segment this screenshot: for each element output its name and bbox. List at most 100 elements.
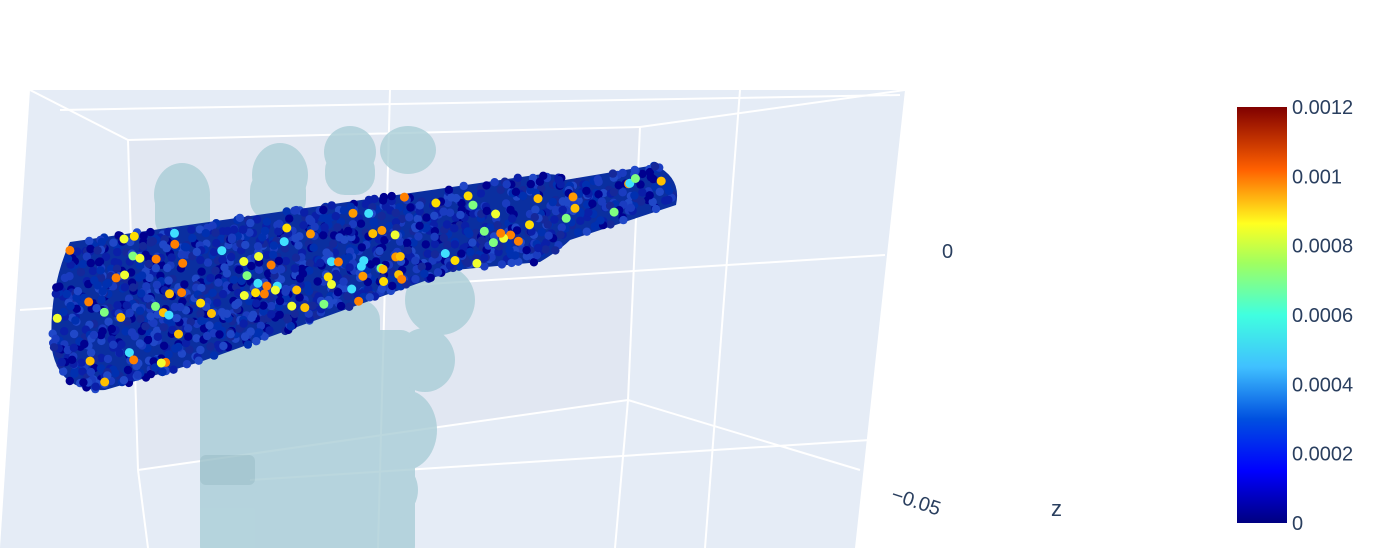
scene-3d[interactable] — [0, 90, 905, 548]
point-marker — [290, 264, 300, 273]
point-marker — [395, 252, 405, 261]
point-marker — [86, 244, 95, 254]
point-marker — [217, 246, 227, 256]
point-marker — [144, 259, 154, 269]
point-marker — [496, 228, 506, 238]
point-marker — [479, 226, 489, 236]
point-marker — [556, 230, 565, 239]
point-marker — [151, 363, 160, 372]
point-marker — [112, 264, 122, 273]
point-marker — [306, 229, 315, 239]
point-marker — [482, 206, 491, 216]
point-marker — [476, 189, 486, 198]
point-marker — [209, 351, 219, 360]
point-marker — [67, 355, 77, 364]
point-marker — [97, 295, 106, 304]
point-marker — [415, 221, 424, 230]
point-marker — [522, 252, 532, 261]
point-marker — [86, 348, 96, 357]
point-marker — [91, 382, 101, 391]
point-marker — [214, 278, 223, 287]
point-marker — [327, 201, 336, 210]
point-marker — [146, 238, 155, 247]
point-marker — [243, 340, 253, 349]
point-marker — [119, 234, 129, 244]
point-marker — [403, 238, 412, 247]
point-marker — [279, 237, 289, 247]
point-marker — [656, 176, 666, 186]
point-marker — [534, 243, 543, 253]
point-marker — [226, 252, 236, 262]
point-marker — [151, 301, 160, 311]
point-marker — [111, 273, 121, 283]
point-marker — [260, 332, 269, 341]
point-marker — [440, 249, 450, 258]
point-marker — [256, 321, 266, 330]
point-marker — [267, 301, 276, 311]
point-marker — [69, 343, 79, 352]
point-marker — [397, 274, 407, 284]
point-marker — [313, 277, 322, 286]
z-tick-label: −0.05 — [888, 484, 943, 521]
point-marker — [413, 214, 422, 224]
colorbar-tick-label: 0.0012 — [1292, 97, 1353, 119]
point-marker — [203, 258, 213, 267]
colorbar-tick-label: 0.0008 — [1292, 236, 1353, 258]
point-marker — [387, 267, 396, 277]
point-marker — [206, 273, 215, 283]
point-marker — [525, 220, 534, 230]
point-marker — [409, 238, 418, 247]
point-marker — [506, 230, 516, 240]
point-marker — [125, 309, 134, 318]
point-marker — [319, 231, 328, 240]
point-marker — [472, 258, 482, 268]
point-marker — [151, 263, 160, 273]
point-marker — [111, 369, 120, 378]
point-marker — [531, 205, 540, 214]
point-marker — [84, 297, 94, 307]
point-marker — [212, 239, 221, 248]
point-marker — [258, 233, 267, 242]
point-marker — [165, 289, 174, 299]
point-marker — [364, 208, 374, 218]
point-marker — [377, 284, 386, 293]
point-marker — [274, 256, 284, 266]
point-marker — [116, 312, 126, 322]
point-marker — [339, 277, 348, 286]
point-marker — [345, 263, 354, 272]
point-marker — [153, 332, 162, 341]
point-marker — [143, 294, 152, 303]
point-marker — [320, 223, 329, 232]
point-marker — [233, 298, 243, 308]
point-marker — [162, 244, 171, 253]
point-marker — [239, 257, 249, 266]
point-marker — [107, 324, 117, 334]
point-marker — [79, 378, 88, 387]
point-marker — [512, 226, 522, 235]
point-marker — [439, 233, 448, 243]
point-marker — [99, 307, 109, 317]
point-marker — [356, 261, 366, 271]
point-marker — [208, 288, 217, 297]
colorbar: 0 0.0002 0.0004 0.0006 0.0008 0.001 0.0012 — [1237, 97, 1353, 535]
point-marker — [149, 318, 158, 328]
point-marker — [415, 201, 424, 210]
point-marker — [336, 301, 346, 311]
point-marker — [135, 339, 145, 348]
point-marker — [557, 223, 566, 232]
point-marker — [468, 200, 478, 210]
point-marker — [192, 334, 201, 343]
point-marker — [433, 268, 443, 277]
point-marker — [430, 211, 439, 220]
point-marker — [240, 332, 250, 341]
point-marker — [581, 180, 591, 190]
point-marker — [443, 240, 452, 250]
point-marker — [262, 281, 272, 291]
point-marker — [457, 249, 466, 258]
point-marker — [146, 312, 155, 321]
point-marker — [119, 376, 129, 385]
point-cloud-base — [48, 161, 677, 394]
point-marker — [420, 269, 429, 278]
point-marker — [619, 215, 628, 225]
